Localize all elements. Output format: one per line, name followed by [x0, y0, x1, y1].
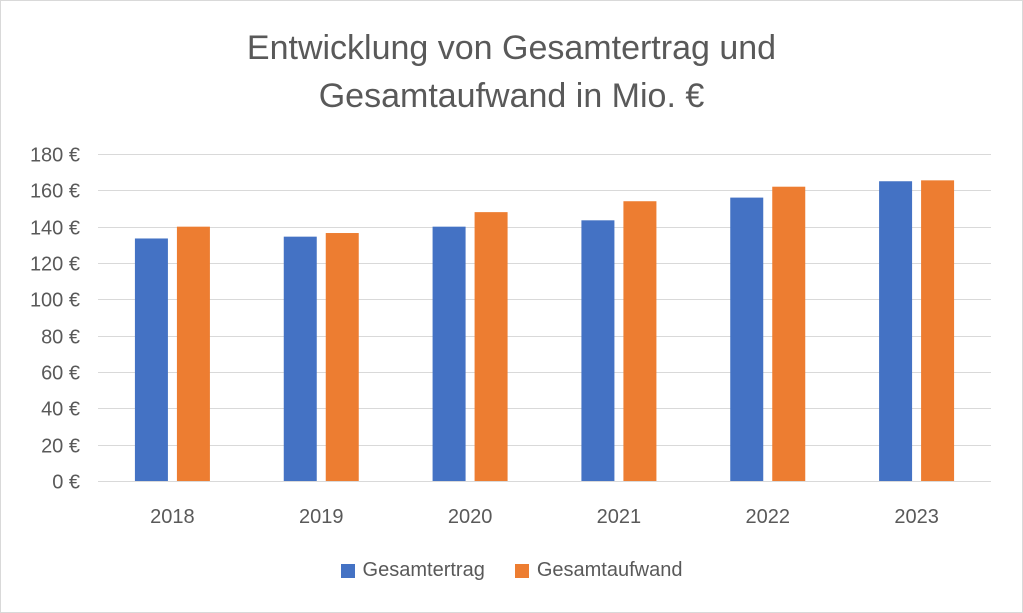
- bar-gesamtaufwand-2019: [325, 233, 359, 481]
- bar-gesamtertrag-2023: [879, 181, 913, 481]
- x-tick-label: 2021: [597, 506, 642, 528]
- bar-gesamtaufwand-2023: [921, 180, 955, 481]
- y-tick-label: 160 €: [30, 181, 80, 203]
- y-tick-label: 120 €: [30, 254, 80, 276]
- legend-item-gesamtaufwand: Gesamtaufwand: [514, 559, 683, 582]
- chart-legend: Gesamtertrag Gesamtaufwand: [0, 559, 1023, 582]
- chart-title: Entwicklung von Gesamtertrag und Gesamta…: [0, 24, 1023, 120]
- x-tick-label: 2019: [299, 506, 344, 528]
- legend-item-gesamtertrag: Gesamtertrag: [340, 559, 485, 582]
- legend-label-gesamtaufwand: Gesamtaufwand: [536, 559, 683, 581]
- bar-gesamtaufwand-2021: [623, 201, 657, 481]
- bar-gesamtaufwand-2018: [176, 226, 210, 481]
- legend-label-gesamtertrag: Gesamtertrag: [362, 559, 485, 581]
- bar-gesamtertrag-2022: [730, 197, 764, 481]
- y-tick-label: 180 €: [30, 145, 80, 167]
- y-tick-label: 80 €: [41, 327, 80, 349]
- y-tick-label: 60 €: [41, 363, 80, 385]
- bar-gesamtertrag-2020: [432, 226, 466, 481]
- x-tick-label: 2023: [894, 506, 939, 528]
- x-tick-label: 2018: [150, 506, 195, 528]
- bar-gesamtertrag-2021: [581, 220, 615, 481]
- bar-gesamtaufwand-2020: [474, 212, 508, 481]
- y-tick-label: 140 €: [30, 218, 80, 240]
- chart-title-line-1: Entwicklung von Gesamtertrag und: [246, 29, 777, 67]
- x-tick-label: 2020: [448, 506, 493, 528]
- legend-swatch-gesamtertrag: [340, 563, 355, 578]
- x-tick-label: 2022: [746, 506, 791, 528]
- bar-gesamtertrag-2019: [283, 236, 317, 481]
- bar-gesamtertrag-2018: [134, 238, 168, 481]
- y-tick-label: 20 €: [41, 436, 80, 458]
- chart-title-line-2: Gesamtaufwand in Mio. €: [318, 77, 705, 115]
- y-tick-label: 100 €: [30, 290, 80, 312]
- y-tick-label: 0 €: [52, 472, 80, 494]
- y-tick-label: 40 €: [41, 399, 80, 421]
- legend-swatch-gesamtaufwand: [514, 563, 529, 578]
- bar-gesamtaufwand-2022: [772, 186, 806, 481]
